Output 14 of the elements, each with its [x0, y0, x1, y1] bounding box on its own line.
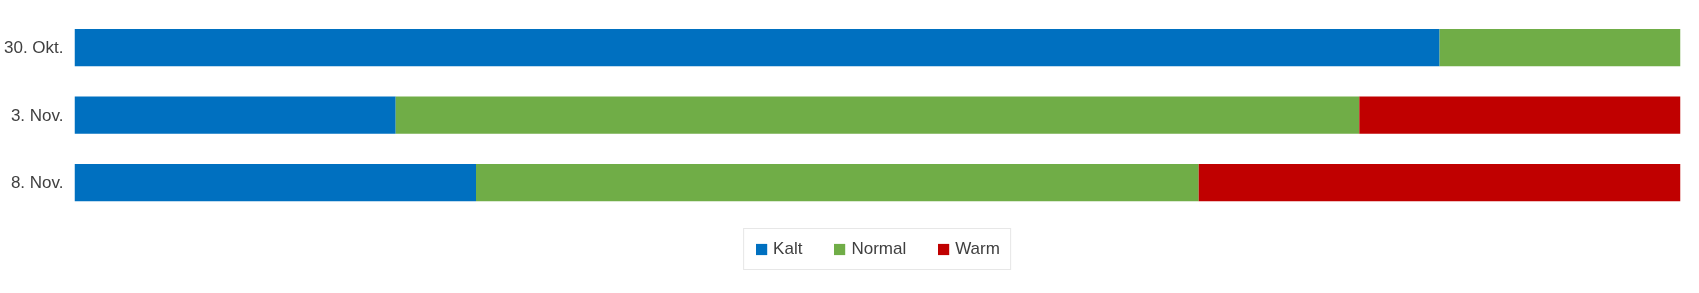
bar [1439, 29, 1681, 67]
bar [395, 96, 1360, 134]
bar [1198, 164, 1681, 202]
bar [74, 29, 1440, 67]
bar [476, 164, 1199, 202]
bar [74, 164, 476, 202]
bar [1359, 96, 1681, 134]
legend-label: Warm [955, 239, 1000, 259]
y-tick-label: 3. Nov. [10, 105, 64, 125]
bar [74, 96, 396, 134]
legend-label: Kalt [773, 239, 803, 259]
legend-label: Normal [851, 239, 907, 259]
y-tick-label: 30. Okt. [3, 38, 64, 58]
y-tick-label: 8. Nov. [10, 173, 64, 193]
